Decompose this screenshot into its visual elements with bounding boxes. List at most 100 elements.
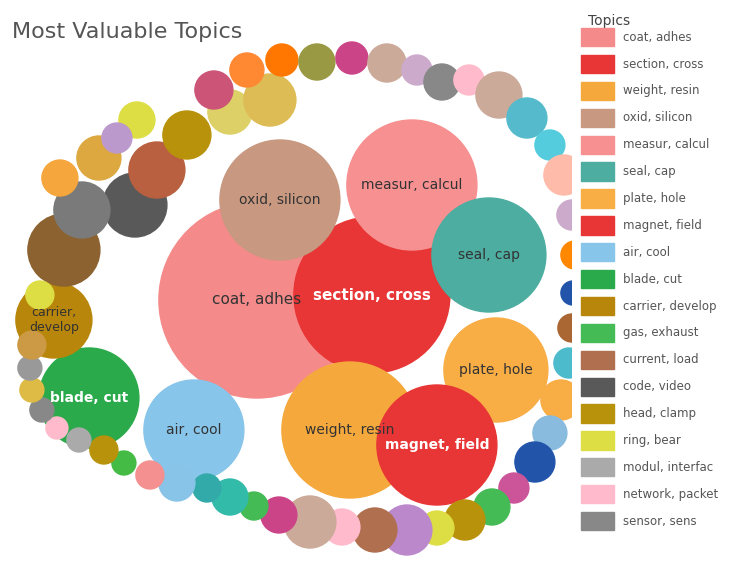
Bar: [581, 378, 614, 396]
Text: air, cool: air, cool: [166, 423, 222, 437]
Bar: [581, 28, 614, 46]
Circle shape: [282, 362, 418, 498]
Text: section, cross: section, cross: [623, 58, 703, 70]
Bar: [581, 324, 614, 342]
Text: Most Valuable Topics: Most Valuable Topics: [12, 22, 242, 42]
Text: blade, cut: blade, cut: [50, 391, 128, 405]
Circle shape: [20, 378, 44, 402]
Circle shape: [261, 497, 297, 533]
Circle shape: [103, 173, 167, 237]
Bar: [581, 458, 614, 476]
Bar: [581, 216, 614, 235]
Circle shape: [208, 90, 252, 134]
Circle shape: [507, 98, 547, 138]
Circle shape: [420, 511, 454, 545]
Text: plate, hole: plate, hole: [623, 192, 686, 205]
Circle shape: [54, 182, 110, 238]
Bar: [581, 109, 614, 127]
Circle shape: [163, 111, 211, 159]
Circle shape: [26, 281, 54, 309]
Circle shape: [533, 416, 567, 450]
Circle shape: [28, 214, 100, 286]
Text: measur, calcul: measur, calcul: [361, 178, 463, 192]
Text: coat, adhes: coat, adhes: [623, 31, 692, 43]
Bar: [581, 404, 614, 423]
Circle shape: [424, 64, 460, 100]
Circle shape: [554, 348, 584, 378]
Circle shape: [244, 74, 296, 126]
Bar: [581, 512, 614, 530]
Text: Topics: Topics: [588, 14, 630, 28]
Circle shape: [402, 55, 432, 85]
Circle shape: [561, 241, 589, 269]
Text: plate, hole: plate, hole: [459, 363, 533, 377]
Circle shape: [377, 385, 497, 505]
Circle shape: [541, 380, 581, 420]
Circle shape: [39, 348, 139, 448]
Circle shape: [353, 508, 397, 552]
Bar: [581, 485, 614, 503]
Circle shape: [136, 461, 164, 489]
Circle shape: [144, 380, 244, 480]
Bar: [581, 162, 614, 181]
Text: gas, exhaust: gas, exhaust: [623, 327, 698, 339]
Circle shape: [119, 102, 155, 138]
Circle shape: [159, 465, 195, 501]
Text: measur, calcul: measur, calcul: [623, 138, 709, 151]
Text: oxid, silicon: oxid, silicon: [623, 112, 692, 124]
Circle shape: [336, 42, 368, 74]
Circle shape: [77, 136, 121, 180]
Text: code, video: code, video: [623, 380, 691, 393]
Text: carrier, develop: carrier, develop: [623, 300, 716, 312]
Circle shape: [266, 44, 298, 76]
Bar: [581, 136, 614, 154]
Circle shape: [42, 160, 78, 196]
Text: weight, resin: weight, resin: [305, 423, 395, 437]
Text: magnet, field: magnet, field: [384, 438, 489, 452]
Circle shape: [230, 53, 264, 87]
Circle shape: [557, 200, 587, 230]
Circle shape: [67, 428, 91, 452]
Circle shape: [212, 479, 248, 515]
Text: air, cool: air, cool: [623, 246, 670, 259]
Text: weight, resin: weight, resin: [623, 85, 699, 97]
Bar: [581, 351, 614, 369]
Circle shape: [382, 505, 432, 555]
Circle shape: [535, 130, 565, 160]
Circle shape: [90, 436, 118, 464]
Bar: [581, 55, 614, 73]
Circle shape: [474, 489, 510, 525]
Circle shape: [294, 217, 450, 373]
Circle shape: [220, 140, 340, 260]
Circle shape: [432, 198, 546, 312]
Bar: [581, 82, 614, 100]
Circle shape: [515, 442, 555, 482]
Text: magnet, field: magnet, field: [623, 219, 701, 232]
Text: sensor, sens: sensor, sens: [623, 515, 696, 527]
Circle shape: [30, 398, 54, 422]
Circle shape: [159, 202, 355, 398]
Bar: [581, 297, 614, 315]
Text: modul, interfac: modul, interfac: [623, 461, 713, 474]
Circle shape: [240, 492, 268, 520]
Text: coat, adhes: coat, adhes: [212, 292, 301, 308]
Circle shape: [499, 473, 529, 503]
Circle shape: [195, 71, 233, 109]
Circle shape: [445, 500, 485, 540]
Circle shape: [454, 65, 484, 95]
Text: head, clamp: head, clamp: [623, 407, 695, 420]
Bar: [581, 189, 614, 208]
Circle shape: [544, 155, 584, 195]
Text: oxid, silicon: oxid, silicon: [239, 193, 321, 207]
Text: seal, cap: seal, cap: [623, 165, 676, 178]
Circle shape: [112, 451, 136, 475]
Text: section, cross: section, cross: [313, 288, 431, 303]
Circle shape: [102, 123, 132, 153]
Circle shape: [18, 356, 42, 380]
Circle shape: [347, 120, 477, 250]
Text: network, packet: network, packet: [623, 488, 718, 500]
Circle shape: [444, 318, 548, 422]
Text: seal, cap: seal, cap: [458, 248, 520, 262]
Text: blade, cut: blade, cut: [623, 273, 682, 285]
Circle shape: [558, 314, 586, 342]
